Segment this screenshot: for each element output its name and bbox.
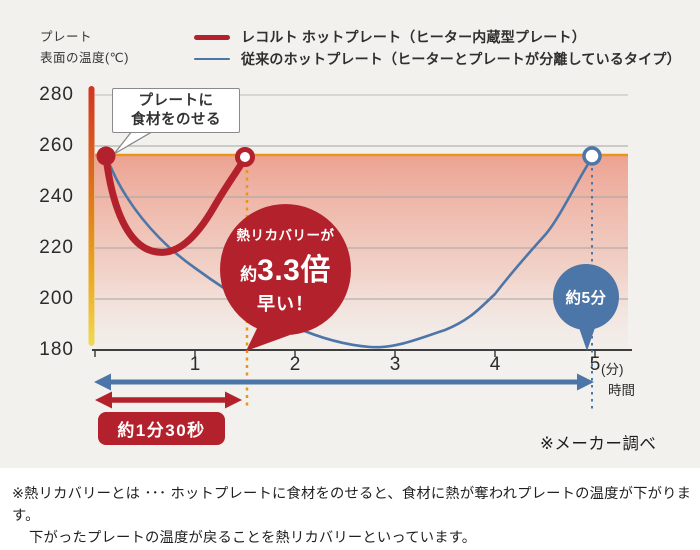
five-min-bubble: 約5分 — [553, 264, 619, 330]
x-tick-1: 1 — [189, 354, 201, 375]
legend-label-conventional: 従来のホットプレート（ヒーターとプレートが分離しているタイプ） — [241, 51, 681, 67]
x-tick-2: 2 — [289, 354, 301, 375]
legend: レコルト ホットプレート（ヒーター内蔵型プレート） 従来のホットプレート（ヒータ… — [194, 26, 681, 70]
recovery-bubble-value-row: 約 3.3倍 — [240, 245, 331, 289]
footnote-line1: ※熱リカバリーとは ･･･ ホットプレートに食材をのせると、食材に熱が奪われプレ… — [12, 486, 692, 525]
chart-canvas — [88, 86, 632, 410]
recolte-duration-arrow — [95, 391, 242, 409]
x-tick-4: 4 — [489, 354, 501, 375]
start-point-marker — [96, 146, 116, 166]
recovery-bubble-line1: 熱リカバリーが — [236, 227, 335, 243]
food-placed-callout-line2: 食材をのせる — [131, 111, 221, 128]
x-axis-title: 時間 — [608, 383, 635, 398]
conventional-duration-arrow — [94, 373, 594, 391]
heated-zone-fill — [95, 156, 628, 350]
recovery-bubble-tail — [246, 318, 290, 351]
y-axis-title-line1: プレート — [40, 30, 93, 44]
y-axis-title-line2: 表面の温度(℃) — [40, 50, 129, 65]
y-tick-260: 260 — [39, 135, 74, 156]
y-tick-280: 280 — [39, 84, 74, 105]
conventional-line-swatch — [194, 57, 230, 61]
y-axis-title: プレート 表面の温度(℃) — [40, 27, 129, 68]
y-tick-200: 200 — [39, 288, 74, 309]
footnote-line2: 下がったプレートの温度が戻ることを熱リカバリーといっています。 — [29, 530, 477, 547]
source-note: ※メーカー調べ — [540, 435, 657, 453]
recolte-recovered-marker — [235, 147, 255, 167]
food-placed-callout-line1: プレートに — [138, 92, 214, 109]
y-tick-220: 220 — [39, 237, 74, 258]
legend-label-recolte: レコルト ホットプレート（ヒーター内蔵型プレート） — [241, 29, 586, 45]
recovery-bubble-line3: 早い！ — [257, 293, 314, 314]
heat-recovery-bubble: 熱リカバリーが 約 3.3倍 早い！ — [220, 204, 351, 335]
x-tick-3: 3 — [389, 354, 401, 375]
recovery-bubble-value: 3.3倍 — [257, 253, 331, 287]
recolte-line-swatch — [194, 34, 230, 40]
x-axis — [92, 349, 632, 357]
recovery-bubble-prefix: 約 — [240, 264, 258, 284]
ninety-sec-badge: 約1分30秒 — [98, 412, 225, 445]
y-tick-180: 180 — [39, 339, 74, 360]
y-tick-240: 240 — [39, 186, 74, 207]
x-tick-5: 5 — [589, 354, 601, 375]
conventional-recovered-marker — [582, 146, 602, 166]
footnote: ※熱リカバリーとは ･･･ ホットプレートに食材をのせると、食材に熱が奪われプレ… — [0, 468, 700, 550]
legend-item-recolte: レコルト ホットプレート（ヒーター内蔵型プレート） — [194, 26, 681, 48]
conventional-hotplate-curve — [105, 156, 594, 349]
x-axis-unit: (分) — [601, 362, 624, 377]
recolte-hotplate-curve — [102, 153, 249, 256]
legend-item-conventional: 従来のホットプレート（ヒーターとプレートが分離しているタイプ） — [194, 48, 681, 70]
food-placed-callout: プレートに 食材をのせる — [112, 88, 240, 133]
y-axis-gradient-bar — [88, 86, 95, 346]
